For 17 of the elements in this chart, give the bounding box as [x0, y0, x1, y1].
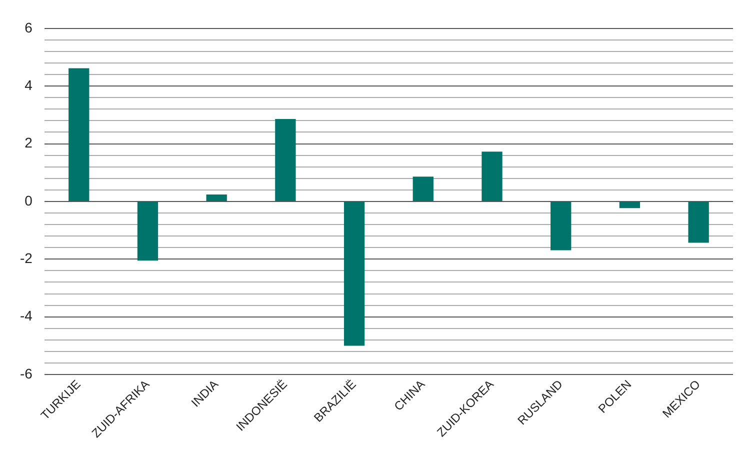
- y-tick-label: 6: [24, 19, 33, 36]
- bar: [688, 202, 709, 243]
- bar: [344, 202, 365, 346]
- y-tick-label: -6: [20, 365, 33, 382]
- y-tick-label: 4: [24, 76, 33, 93]
- y-tick-label: -2: [20, 250, 33, 266]
- bar: [482, 152, 502, 201]
- bar: [412, 176, 434, 201]
- bar: [206, 194, 227, 201]
- bar: [275, 118, 296, 201]
- bar: [137, 202, 158, 261]
- y-tick-label: 0: [24, 192, 33, 208]
- bar: [550, 202, 572, 250]
- y-tick-label: 2: [24, 134, 33, 151]
- bar: [68, 68, 90, 201]
- y-tick-label: -4: [20, 308, 33, 324]
- bar: [619, 202, 640, 208]
